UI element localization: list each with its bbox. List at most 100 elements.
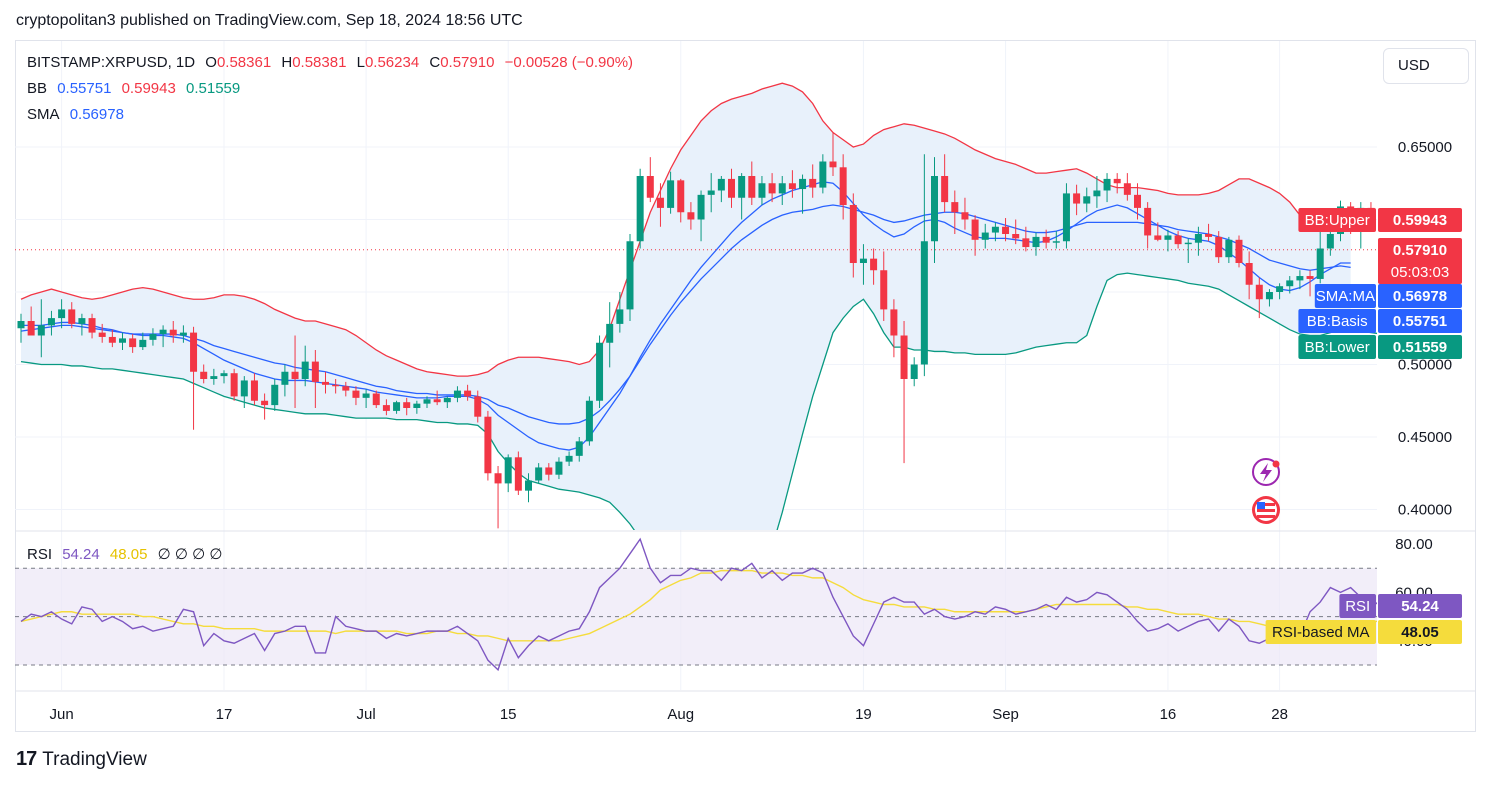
price-tag-label: BB:Basis bbox=[1307, 313, 1368, 330]
candle-body bbox=[768, 183, 776, 194]
candle-body bbox=[322, 381, 329, 385]
price-tag-label-bg bbox=[1265, 620, 1376, 644]
candle-body bbox=[697, 194, 705, 220]
time-axis-tick: Jun bbox=[50, 706, 74, 723]
price-tag-label-bg bbox=[1298, 309, 1376, 333]
open-label: O bbox=[205, 54, 217, 71]
candle-body bbox=[839, 167, 847, 205]
bb-label: BB bbox=[27, 80, 48, 97]
candle-body bbox=[596, 342, 604, 401]
rsi-label: RSI bbox=[27, 546, 53, 563]
candle-body bbox=[778, 183, 786, 194]
candle-body bbox=[27, 321, 35, 336]
time-axis-tick: Aug bbox=[667, 706, 694, 723]
candle-body bbox=[108, 336, 116, 343]
candle-body bbox=[17, 321, 25, 329]
candle-body bbox=[1093, 190, 1101, 197]
price-tag-value: 0.55751 bbox=[1393, 313, 1447, 330]
price-tag-value-bg bbox=[1378, 335, 1462, 359]
price-tag-value-bg bbox=[1378, 620, 1462, 644]
tag-bb-basis: BB:Basis 0.55751 bbox=[1298, 309, 1462, 333]
candle-body bbox=[1265, 292, 1273, 300]
candle-body bbox=[423, 399, 431, 404]
price-tag-value: 0.59943 bbox=[1393, 212, 1447, 229]
candle-body bbox=[687, 212, 695, 220]
bb-lower-value: 0.51559 bbox=[186, 80, 241, 97]
candle-body bbox=[880, 270, 888, 310]
candle-body bbox=[575, 441, 583, 456]
candle-body bbox=[210, 376, 218, 379]
candle-body bbox=[748, 176, 756, 198]
candle-body bbox=[910, 364, 918, 379]
lightning-icon[interactable] bbox=[1252, 458, 1280, 486]
candle-body bbox=[656, 197, 664, 208]
publish-line: cryptopolitan3 published on TradingView.… bbox=[16, 12, 523, 29]
candle-body bbox=[413, 403, 421, 408]
time-axis-tick: Jul bbox=[357, 706, 376, 723]
price-tag-value-bg bbox=[1378, 594, 1462, 618]
candle-body bbox=[1154, 235, 1162, 240]
price-tag-countdown: 05:03:03 bbox=[1391, 264, 1449, 281]
candle-body bbox=[1174, 235, 1182, 245]
us-flag-icon[interactable] bbox=[1252, 496, 1280, 524]
candle-body bbox=[453, 390, 461, 398]
candle-body bbox=[129, 338, 137, 348]
footer-brand[interactable]: 17 TradingView bbox=[16, 748, 147, 771]
rsi-legend[interactable]: RSI 54.24 48.05 ∅ ∅ ∅ ∅ bbox=[27, 545, 228, 563]
candle-body bbox=[1316, 248, 1324, 279]
rsi-line bbox=[20, 537, 1377, 672]
candle-body bbox=[859, 258, 867, 263]
candle-body bbox=[1144, 207, 1152, 236]
candle-body bbox=[1276, 286, 1284, 292]
low-label: L bbox=[356, 54, 365, 71]
candle-body bbox=[616, 309, 624, 324]
bb-lower-line bbox=[20, 272, 1377, 530]
time-axis-tick: 15 bbox=[500, 706, 517, 723]
side-icons bbox=[1252, 458, 1280, 524]
candle-body bbox=[159, 329, 167, 335]
tag-bb-lower: BB:Lower 0.51559 bbox=[1298, 335, 1462, 359]
candle-body bbox=[849, 205, 857, 263]
price-tag-label: SMA:MA bbox=[1316, 288, 1375, 305]
candle-body bbox=[971, 219, 979, 240]
candle-body bbox=[200, 371, 208, 379]
candle-body bbox=[799, 178, 807, 190]
candle-body bbox=[1235, 239, 1243, 263]
candle-body bbox=[545, 467, 553, 475]
close-number: 0.57910 bbox=[440, 54, 495, 71]
candle-body bbox=[941, 176, 949, 203]
candle-body bbox=[667, 180, 675, 208]
candle-body bbox=[1032, 236, 1040, 248]
sma-legend[interactable]: SMA 0.56978 bbox=[27, 106, 130, 123]
candle-body bbox=[1002, 226, 1010, 234]
candle-body bbox=[991, 226, 999, 233]
candle-body bbox=[1012, 234, 1020, 239]
symbol-label[interactable]: BITSTAMP:XRPUSD, 1D bbox=[27, 54, 196, 71]
candle-body bbox=[393, 402, 401, 411]
candle-body bbox=[931, 176, 938, 242]
bb-legend[interactable]: BB 0.55751 0.59943 0.51559 bbox=[27, 80, 246, 97]
candle-body bbox=[382, 405, 390, 411]
currency-button[interactable]: USD bbox=[1383, 48, 1469, 84]
candle-body bbox=[1062, 193, 1070, 242]
price-tag-value: 0.51559 bbox=[1393, 339, 1447, 356]
candle-body bbox=[169, 329, 177, 336]
price-tag-label-bg bbox=[1298, 208, 1376, 232]
price-axis-tick: 0.65000 bbox=[1398, 139, 1452, 156]
candle-body bbox=[1326, 234, 1334, 249]
bb-upper-value: 0.59943 bbox=[121, 80, 176, 97]
open-number: 0.58361 bbox=[216, 54, 272, 71]
bb-basis-line bbox=[20, 204, 1351, 425]
bollinger-band-fill bbox=[21, 83, 1351, 530]
high-number: 0.58381 bbox=[292, 54, 347, 71]
price-tag-label-bg bbox=[1314, 284, 1376, 308]
time-axis-tick: 19 bbox=[855, 706, 872, 723]
candle-body bbox=[281, 371, 289, 385]
time-axis-tick: 17 bbox=[216, 706, 233, 723]
tag-rsi-ma: RSI-based MA 48.05 bbox=[1265, 620, 1462, 644]
rsi-extra-values: ∅ ∅ ∅ ∅ bbox=[157, 546, 223, 563]
price-tag-label: BB:Upper bbox=[1305, 212, 1370, 229]
candle-body bbox=[311, 361, 319, 382]
candle-body bbox=[464, 390, 472, 397]
